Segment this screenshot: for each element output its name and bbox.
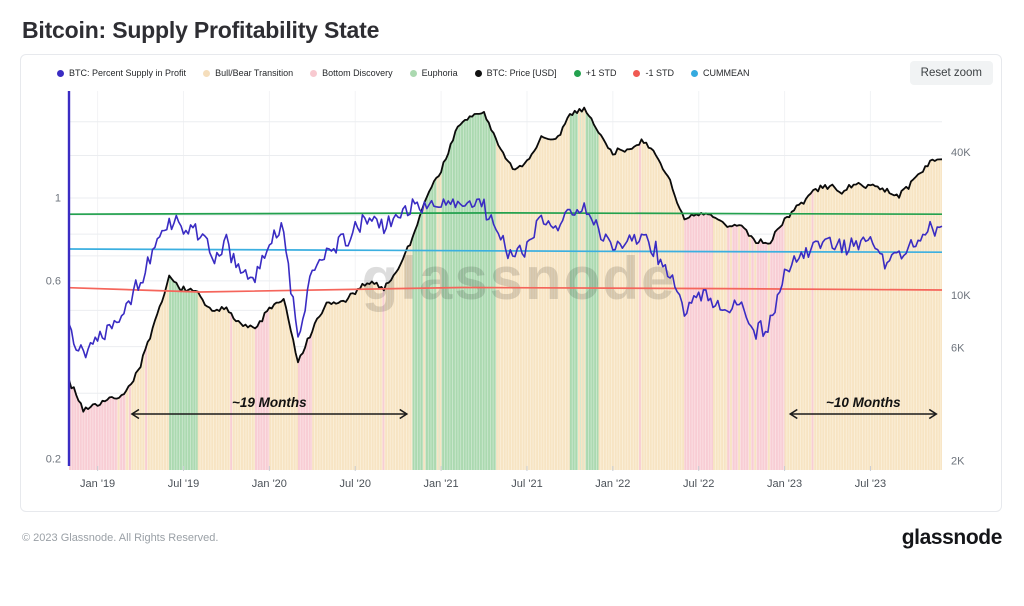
legend-item[interactable]: BTC: Price [USD] [474,68,557,78]
copyright-text: © 2023 Glassnode. All Rights Reserved. [22,532,219,544]
right-axis-label: 40K [951,147,971,159]
legend-item[interactable]: -1 STD [633,68,674,78]
legend-item-label: BTC: Price [USD] [486,68,557,78]
legend-dot [57,69,64,77]
reset-zoom-button[interactable]: Reset zoom [909,61,993,85]
left-axis-label: 0.2 [46,453,61,465]
right-axis: 40K 10K 6K 2K [951,147,971,467]
left-axis-label: 0.6 [46,275,61,287]
chart-legend: BTC: Percent Supply in Profit Bull/Bear T… [57,68,749,78]
x-axis-label: Jul '19 [168,478,199,490]
x-axis-label: Jul '21 [511,478,542,490]
legend-item[interactable]: BTC: Percent Supply in Profit [57,68,186,78]
legend-item-label: CUMMEAN [702,68,750,78]
legend-item-label: Euphoria [421,68,458,78]
x-axis-label: Jan '22 [595,478,630,490]
right-axis-label: 10K [951,290,971,302]
x-axis-label: Jul '20 [340,478,371,490]
legend-dot [633,69,641,77]
watermark-text: glassnode [362,245,677,312]
annotation-label: ~10 Months [826,395,901,410]
right-axis-label: 2K [951,456,965,468]
annotations: ~19 Months ~10 Months [130,395,938,420]
chart-canvas[interactable]: glassnode ~19 Months ~10 Months Jan '19 Jul … [21,55,1001,511]
price-line [68,106,943,413]
plus-std-line [68,212,943,216]
supply-in-profit-line [68,198,943,359]
x-axis-label: Jan '20 [252,478,287,490]
legend-item-label: +1 STD [585,68,617,78]
chart-toolbar: BTC: Percent Supply in Profit Bull/Bear T… [57,61,993,85]
legend-item[interactable]: Bottom Discovery [310,68,393,78]
x-axis-label: Jan '21 [424,478,459,490]
legend-item[interactable]: CUMMEAN [690,68,750,78]
legend-item-label: Bull/Bear Transition [215,68,294,78]
page-footer: © 2023 Glassnode. All Rights Reserved. g… [22,526,1002,550]
legend-item-label: -1 STD [645,68,674,78]
page: Bitcoin: Supply Profitability State BTC:… [0,17,1024,550]
legend-item[interactable]: Bull/Bear Transition [203,68,293,78]
legend-item-label: Bottom Discovery [322,68,393,78]
legend-item[interactable]: Euphoria [409,68,458,78]
left-axis-label: 1 [55,193,61,205]
glassnode-logo: glassnode [901,526,1003,549]
annotation-label: ~19 Months [232,395,307,410]
legend-dot [310,69,318,77]
x-axis-label: Jul '23 [855,478,886,490]
legend-dot [573,69,581,77]
cummean-line [68,248,943,254]
minus-std-line [68,286,943,293]
legend-dot [690,69,698,77]
page-title: Bitcoin: Supply Profitability State [22,17,380,43]
x-axis-label: Jan '19 [80,478,115,490]
x-axis: Jan '19 Jul '19 Jan '20 Jul '20 Jan '21 Jul '… [80,466,886,490]
legend-item-label: BTC: Percent Supply in Profit [69,68,187,78]
legend-item[interactable]: +1 STD [573,68,617,78]
x-axis-label: Jul '22 [683,478,714,490]
left-axis: 1 0.6 0.2 [46,193,61,466]
x-axis-label: Jan '23 [767,478,802,490]
right-axis-label: 6K [951,342,965,354]
chart-card: BTC: Percent Supply in Profit Bull/Bear T… [20,54,1002,512]
legend-dot [474,69,482,77]
legend-dot [409,69,417,77]
legend-dot [203,69,211,77]
